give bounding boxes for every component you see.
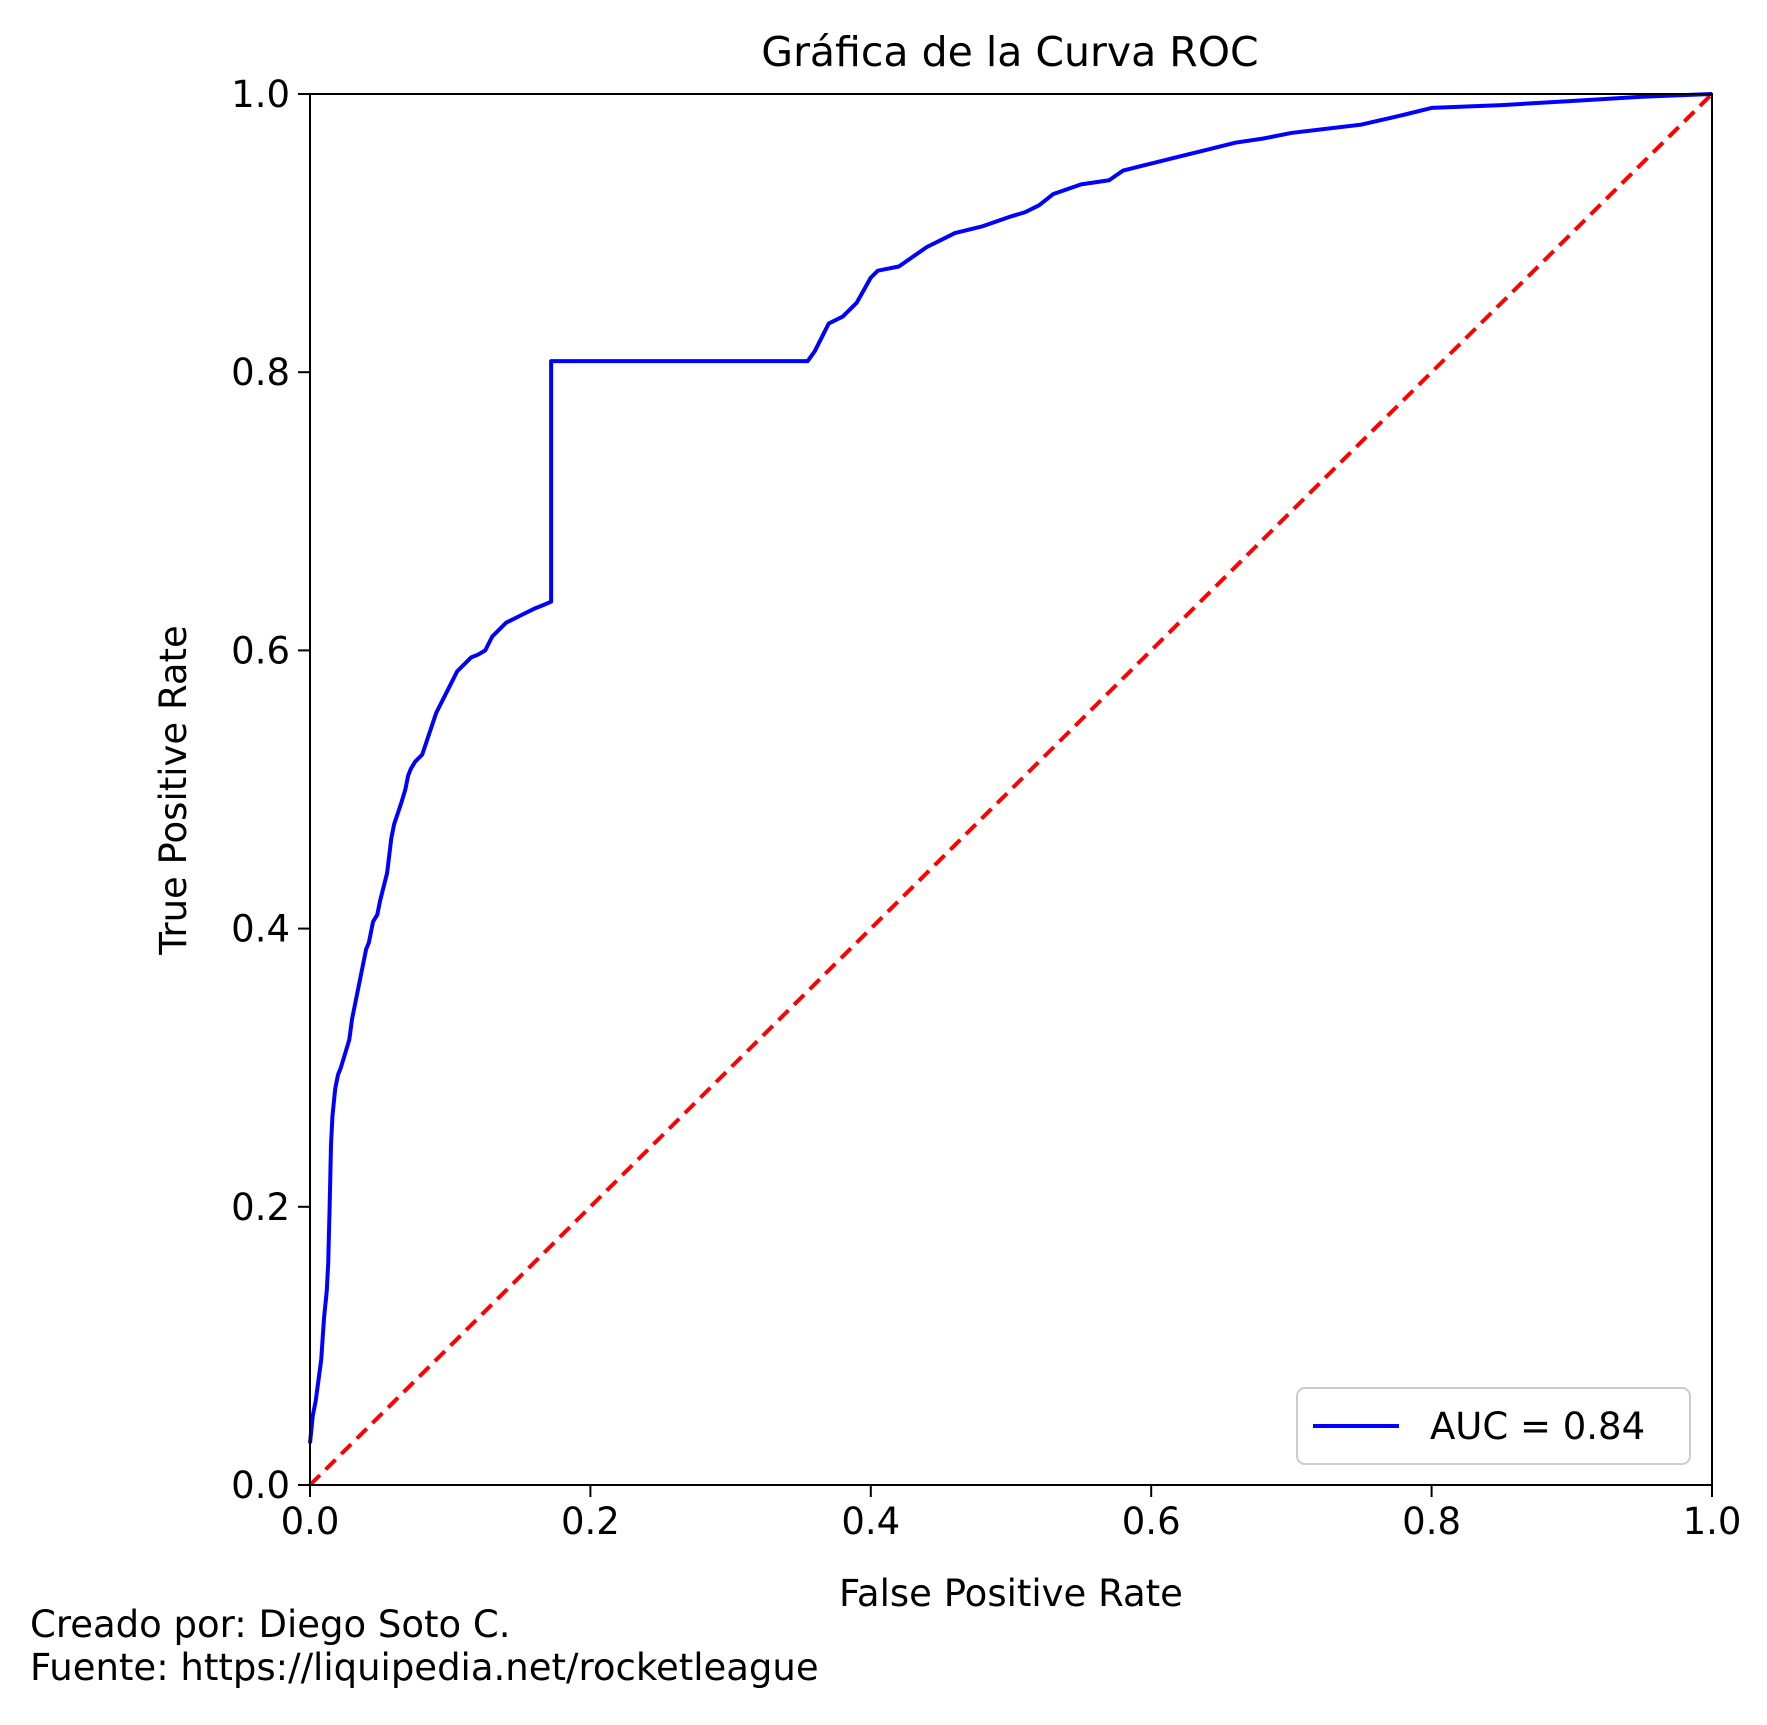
y-tick-label: 0.0 (231, 1464, 290, 1507)
legend: AUC = 0.84 (1296, 1387, 1691, 1465)
y-axis-label: True Positive Rate (152, 625, 195, 956)
y-axis: 0.0 0.2 0.4 0.6 0.8 1.0 (231, 73, 310, 1507)
credits-source: Fuente: https://liquipedia.net/rocketlea… (30, 1646, 819, 1689)
legend-box (1296, 1387, 1691, 1465)
y-tick-label: 0.6 (231, 629, 290, 672)
roc-curve (308, 92, 1713, 1444)
y-tick-label: 0.8 (231, 351, 290, 394)
x-tick-label: 0.8 (1402, 1500, 1461, 1543)
roc-curve-line (308, 92, 1713, 1444)
x-tick-label: 0.2 (561, 1500, 620, 1543)
x-axis: 0.0 0.2 0.4 0.6 0.8 1.0 (281, 1485, 1742, 1543)
x-tick-label: 0.6 (1122, 1500, 1181, 1543)
x-tick-label: 0.0 (281, 1500, 340, 1543)
legend-label-roc: AUC = 0.84 (1430, 1405, 1645, 1448)
y-tick-label: 1.0 (231, 73, 290, 116)
credits-author: Creado por: Diego Soto C. (30, 1603, 511, 1646)
credits: Creado por: Diego Soto C. Fuente: https:… (30, 1603, 819, 1689)
y-tick-label: 0.2 (231, 1186, 290, 1229)
plot-background (310, 94, 1712, 1485)
x-tick-label: 0.4 (841, 1500, 900, 1543)
x-tick-label: 1.0 (1683, 1500, 1742, 1543)
plot-frame (309, 93, 1713, 1486)
chart-title: Gráfica de la Curva ROC (761, 28, 1258, 76)
x-axis-label: False Positive Rate (839, 1572, 1183, 1615)
y-tick-label: 0.4 (231, 908, 290, 951)
